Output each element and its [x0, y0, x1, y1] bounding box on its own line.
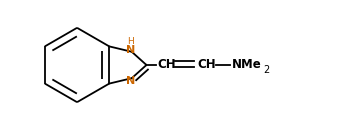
Text: NMe: NMe: [232, 58, 261, 71]
Text: H: H: [128, 38, 134, 46]
Text: CH: CH: [157, 58, 176, 71]
Text: N: N: [126, 76, 135, 86]
Text: 2: 2: [263, 65, 269, 75]
Text: N: N: [126, 45, 135, 55]
Text: CH: CH: [197, 58, 216, 71]
